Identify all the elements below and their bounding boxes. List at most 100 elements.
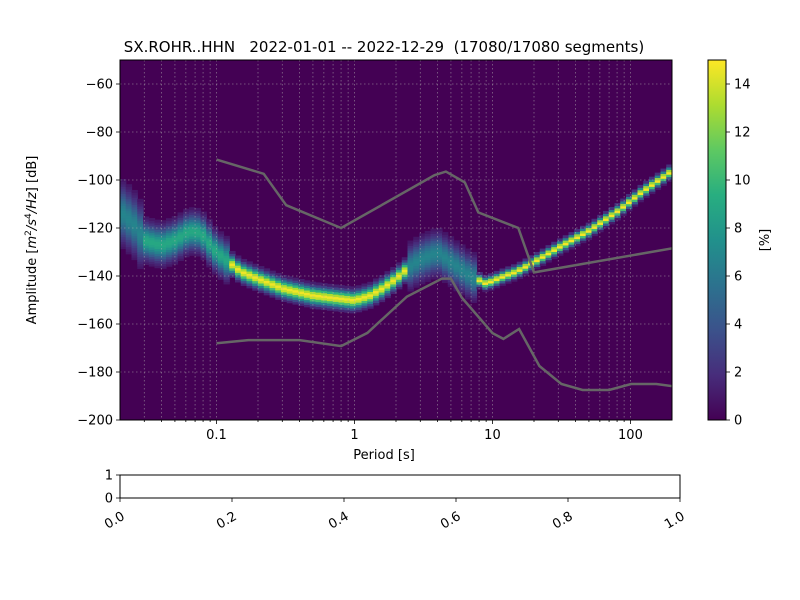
psd-cell xyxy=(660,168,667,172)
psd-cell xyxy=(200,245,207,249)
psd-cell xyxy=(125,200,133,204)
psd-cell xyxy=(568,241,575,245)
psd-cell xyxy=(252,287,259,291)
psd-cell xyxy=(315,306,322,310)
psd-cell xyxy=(137,237,144,241)
psd-cell xyxy=(148,237,156,241)
psd-cell xyxy=(120,236,127,240)
psd-cell xyxy=(154,250,161,254)
psd-cell xyxy=(212,254,219,258)
psd-cell xyxy=(206,225,213,229)
psd-cell xyxy=(361,297,368,301)
psd-cell xyxy=(166,258,173,262)
psd-cell xyxy=(424,254,432,258)
psd-cell xyxy=(660,178,667,182)
psd-cell xyxy=(419,269,426,273)
psd-cell xyxy=(597,219,604,223)
psd-cell xyxy=(143,228,150,232)
psd-cell xyxy=(263,285,271,289)
psd-cell xyxy=(131,192,138,196)
psd-cell xyxy=(424,235,432,239)
psd-cell xyxy=(401,262,409,266)
psd-cell xyxy=(223,257,230,261)
psd-cell xyxy=(545,245,552,249)
secondary-x-tick-label: 1.0 xyxy=(662,509,687,532)
psd-cell xyxy=(212,269,219,273)
psd-cell xyxy=(315,289,322,293)
psd-cell xyxy=(223,252,230,256)
psd-cell xyxy=(183,227,190,231)
psd-cell xyxy=(160,265,167,269)
psd-cell xyxy=(459,273,466,277)
psd-cell xyxy=(367,303,374,307)
psd-cell xyxy=(120,214,127,218)
psd-cell xyxy=(148,263,156,267)
psd-cell xyxy=(516,271,524,275)
psd-cell xyxy=(603,218,610,222)
psd-cell xyxy=(160,234,167,238)
psd-cell xyxy=(608,211,616,215)
psd-cell xyxy=(430,274,437,278)
psd-cell xyxy=(591,218,598,222)
psd-cell xyxy=(355,287,363,291)
psd-cell xyxy=(223,281,230,285)
psd-cell xyxy=(263,282,271,286)
psd-cell xyxy=(148,261,156,265)
psd-cell xyxy=(516,268,524,272)
psd-cell xyxy=(666,169,672,173)
psd-cell xyxy=(511,266,518,270)
psd-cell xyxy=(125,234,133,238)
psd-cell xyxy=(436,235,443,239)
psd-cell xyxy=(194,241,202,245)
psd-cell xyxy=(344,302,351,306)
psd-cell xyxy=(223,247,230,251)
psd-cell xyxy=(217,240,225,244)
psd-cell xyxy=(338,306,345,310)
psd-cell xyxy=(407,286,414,290)
psd-cell xyxy=(470,276,478,280)
psd-cell xyxy=(557,250,564,254)
psd-cell xyxy=(217,233,225,237)
psd-cell xyxy=(212,252,219,256)
psd-cell xyxy=(120,200,127,204)
psd-cell xyxy=(258,266,265,270)
psd-cell xyxy=(154,246,161,250)
psd-cell xyxy=(516,264,524,268)
psd-cell xyxy=(235,262,242,266)
psd-cell xyxy=(355,302,363,306)
psd-cell xyxy=(206,261,213,265)
psd-cell xyxy=(315,304,322,308)
psd-cell xyxy=(120,186,127,190)
psd-cell xyxy=(194,231,202,235)
psd-cell xyxy=(171,252,179,256)
psd-cell xyxy=(217,243,225,247)
psd-cell xyxy=(131,223,138,227)
psd-cell xyxy=(545,247,552,251)
psd-cell xyxy=(459,270,466,274)
psd-cell xyxy=(120,231,127,235)
psd-cell xyxy=(143,223,150,227)
psd-cell xyxy=(413,239,420,243)
psd-cell xyxy=(212,233,219,237)
psd-cell xyxy=(292,294,299,298)
psd-cell xyxy=(413,253,420,257)
psd-cell xyxy=(309,300,317,304)
psd-cell xyxy=(137,208,144,212)
psd-cell xyxy=(407,259,414,263)
psd-cell xyxy=(194,217,202,221)
psd-cell xyxy=(143,252,150,256)
psd-cell xyxy=(131,189,138,193)
psd-cell xyxy=(125,212,133,216)
psd-cell xyxy=(286,297,294,301)
psd-cell xyxy=(309,298,317,302)
psd-cell xyxy=(631,189,639,193)
psd-cell xyxy=(154,224,161,228)
psd-cell xyxy=(332,286,340,290)
psd-cell xyxy=(143,233,150,237)
psd-cell xyxy=(603,220,610,224)
psd-cell xyxy=(654,177,662,181)
psd-cell xyxy=(183,244,190,248)
psd-cell xyxy=(125,239,133,243)
psd-cell xyxy=(327,300,334,304)
psd-cell xyxy=(580,237,587,241)
